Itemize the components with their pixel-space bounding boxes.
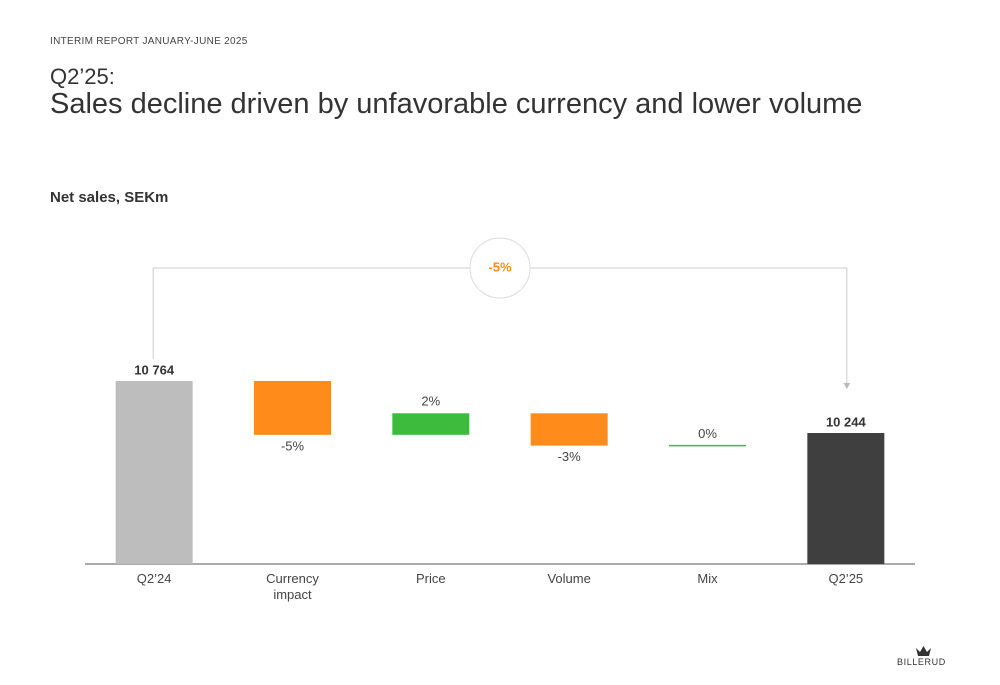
bracket-arrow xyxy=(843,383,851,389)
value-label: 0% xyxy=(698,426,717,441)
x-tick-label: Volume xyxy=(547,571,591,586)
step-bar xyxy=(254,381,331,435)
x-tick-label: Mix xyxy=(697,571,718,586)
x-tick-label: Price xyxy=(416,571,446,586)
value-label: -5% xyxy=(281,438,305,453)
total-bar xyxy=(807,433,885,564)
logo-crown xyxy=(916,646,931,656)
step-bar xyxy=(530,413,608,446)
x-tick-label: Q2’25 xyxy=(828,571,864,586)
step-bar xyxy=(392,413,470,435)
annotation-circle xyxy=(469,237,531,299)
report-label: INTERIM REPORT JANUARY-JUNE 2025 xyxy=(50,36,248,47)
logo-text: BILLERUD xyxy=(897,657,946,667)
page-title: Sales decline driven by unfavorable curr… xyxy=(50,88,863,120)
chart-subtitle: Net sales, SEKm xyxy=(50,189,169,206)
x-tick-label: Currency impact xyxy=(266,571,319,602)
value-label: -3% xyxy=(558,449,582,464)
value-label: 10 244 xyxy=(826,414,867,429)
x-tick-label: Q2’24 xyxy=(136,571,172,586)
annotation: -5% xyxy=(488,259,512,274)
value-label: 2% xyxy=(421,394,440,409)
total-bar xyxy=(115,381,193,564)
value-label: 10 764 xyxy=(134,362,175,377)
quarter-label: Q2’25: xyxy=(50,64,115,89)
